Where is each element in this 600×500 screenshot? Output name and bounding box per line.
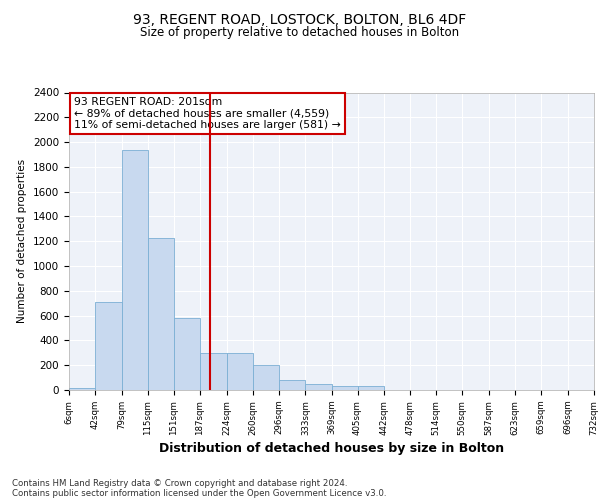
Bar — [69, 388, 95, 390]
Text: 93, REGENT ROAD, LOSTOCK, BOLTON, BL6 4DF: 93, REGENT ROAD, LOSTOCK, BOLTON, BL6 4D… — [133, 12, 467, 26]
Bar — [253, 365, 279, 390]
Bar — [174, 318, 200, 390]
Bar — [200, 353, 227, 390]
X-axis label: Distribution of detached houses by size in Bolton: Distribution of detached houses by size … — [159, 442, 504, 454]
Bar — [305, 384, 331, 390]
Text: Size of property relative to detached houses in Bolton: Size of property relative to detached ho… — [140, 26, 460, 39]
Bar — [148, 238, 174, 390]
Bar — [227, 353, 253, 390]
Bar — [95, 302, 122, 390]
Bar — [331, 386, 358, 390]
Bar — [122, 150, 148, 390]
Text: 93 REGENT ROAD: 201sqm
← 89% of detached houses are smaller (4,559)
11% of semi-: 93 REGENT ROAD: 201sqm ← 89% of detached… — [74, 97, 341, 130]
Bar — [279, 380, 305, 390]
Text: Contains HM Land Registry data © Crown copyright and database right 2024.: Contains HM Land Registry data © Crown c… — [12, 478, 347, 488]
Bar — [358, 386, 384, 390]
Text: Contains public sector information licensed under the Open Government Licence v3: Contains public sector information licen… — [12, 488, 386, 498]
Y-axis label: Number of detached properties: Number of detached properties — [17, 159, 28, 324]
